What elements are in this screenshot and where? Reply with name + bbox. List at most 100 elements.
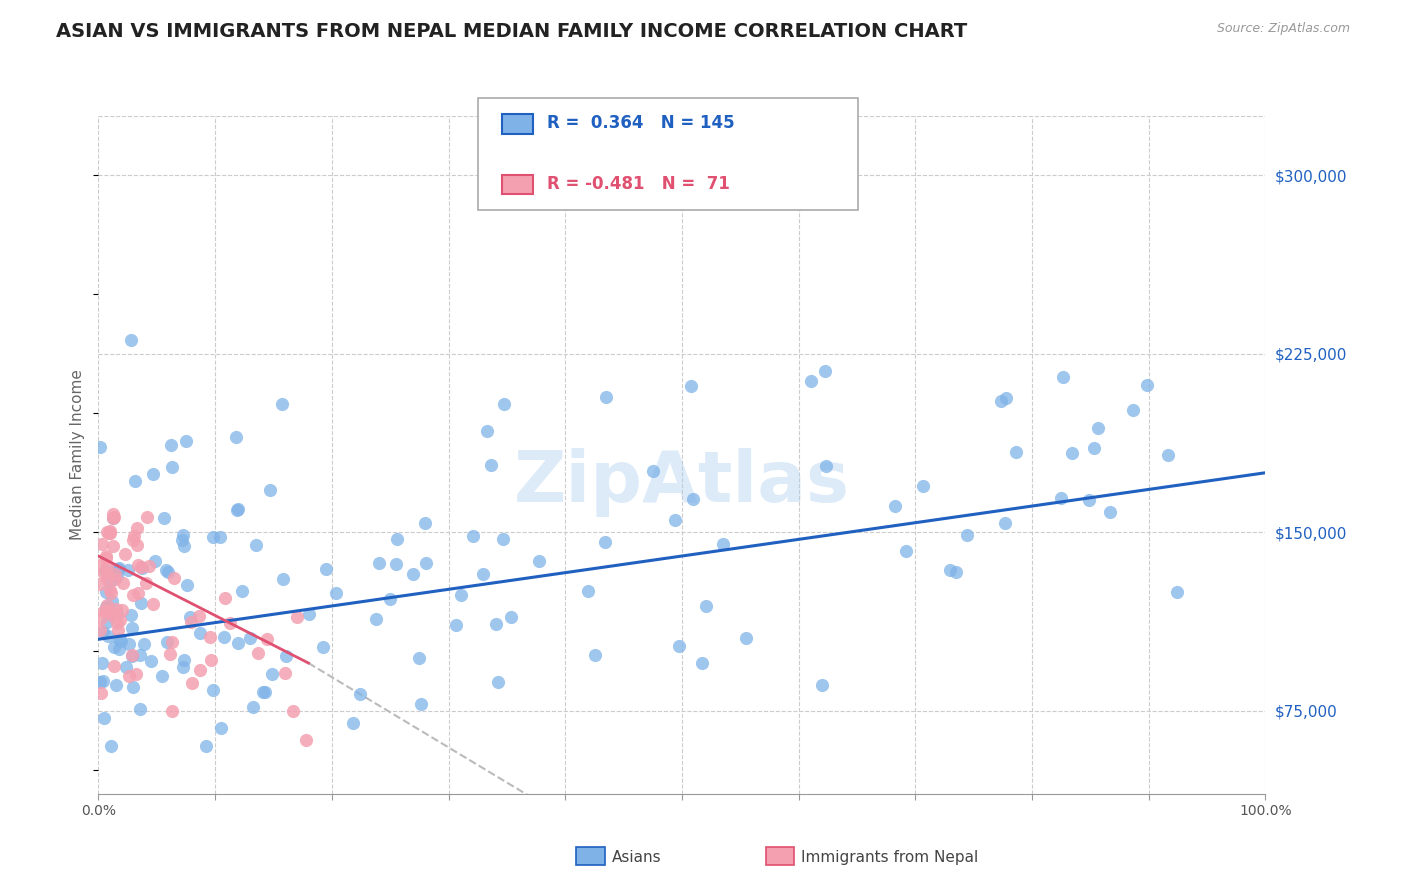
Point: [994, 391, 1017, 405]
Text: ASIAN VS IMMIGRANTS FROM NEPAL MEDIAN FAMILY INCOME CORRELATION CHART: ASIAN VS IMMIGRANTS FROM NEPAL MEDIAN FA…: [56, 22, 967, 41]
Point: [129, 560, 152, 574]
Point: [894, 543, 917, 558]
Point: [94, 551, 117, 566]
Point: [485, 616, 508, 631]
Point: [97, 629, 120, 643]
Point: [94, 585, 117, 599]
Point: [595, 390, 617, 404]
Point: [181, 676, 204, 690]
Point: [664, 513, 686, 527]
Point: [105, 568, 128, 582]
Point: [641, 464, 664, 478]
Point: [595, 534, 617, 549]
Point: [815, 459, 838, 474]
Point: [368, 556, 391, 570]
Point: [212, 630, 235, 644]
Point: [138, 558, 160, 573]
Point: [124, 474, 146, 488]
Point: [294, 733, 316, 747]
Point: [259, 483, 281, 498]
Point: [127, 521, 149, 535]
Point: [912, 479, 935, 493]
Point: [247, 646, 270, 660]
Point: [141, 654, 163, 668]
Point: [156, 635, 179, 649]
Point: [450, 588, 472, 602]
Point: [105, 607, 128, 622]
Point: [711, 537, 734, 551]
Point: [479, 458, 502, 472]
Point: [162, 704, 184, 718]
Point: [1122, 402, 1144, 417]
Point: [225, 430, 247, 444]
Point: [129, 596, 152, 610]
Point: [800, 374, 823, 388]
Point: [141, 597, 163, 611]
Point: [172, 528, 194, 542]
Point: [89, 577, 111, 591]
Point: [252, 685, 274, 699]
Point: [93, 566, 115, 581]
Point: [245, 538, 267, 552]
Point: [104, 572, 127, 586]
Point: [97, 603, 120, 617]
Text: ZipAtlas: ZipAtlas: [515, 448, 849, 516]
Point: [1156, 448, 1178, 462]
Point: [444, 618, 467, 632]
Point: [135, 510, 157, 524]
Point: [256, 632, 278, 647]
Point: [226, 635, 249, 649]
Point: [153, 511, 176, 525]
Point: [98, 526, 121, 541]
Point: [298, 607, 321, 621]
Point: [118, 637, 141, 651]
Point: [135, 575, 157, 590]
Point: [188, 663, 211, 677]
Point: [364, 612, 387, 626]
Point: [101, 511, 124, 525]
Point: [668, 639, 690, 653]
Point: [160, 438, 183, 452]
Point: [884, 499, 907, 513]
Point: [690, 657, 713, 671]
Point: [1136, 378, 1159, 392]
Text: Immigrants from Nepal: Immigrants from Nepal: [801, 850, 979, 864]
Point: [122, 680, 145, 694]
Point: [1098, 505, 1121, 519]
Point: [576, 583, 599, 598]
Point: [472, 567, 495, 582]
Point: [107, 632, 129, 647]
Point: [173, 539, 195, 553]
Point: [101, 606, 124, 620]
Point: [90, 611, 112, 625]
Point: [811, 678, 834, 692]
Point: [1049, 491, 1071, 506]
Point: [202, 683, 225, 698]
Point: [121, 649, 143, 664]
Point: [1052, 370, 1074, 384]
Point: [311, 640, 333, 655]
Point: [527, 554, 550, 568]
Point: [501, 610, 523, 624]
Point: [90, 686, 112, 700]
Point: [101, 507, 124, 521]
Point: [150, 668, 173, 682]
Point: [156, 565, 179, 579]
Point: [120, 607, 142, 622]
Point: [128, 648, 150, 662]
Point: [121, 648, 143, 662]
Point: [226, 501, 249, 516]
Point: [127, 586, 149, 600]
Point: [378, 592, 401, 607]
Text: Source: ZipAtlas.com: Source: ZipAtlas.com: [1216, 22, 1350, 36]
Point: [413, 516, 436, 530]
Point: [271, 572, 294, 586]
Point: [105, 602, 128, 616]
Point: [461, 529, 484, 543]
Point: [198, 630, 221, 644]
Point: [107, 562, 129, 576]
Point: [276, 649, 298, 664]
Point: [89, 558, 111, 573]
Point: [98, 524, 121, 538]
Point: [101, 539, 124, 553]
